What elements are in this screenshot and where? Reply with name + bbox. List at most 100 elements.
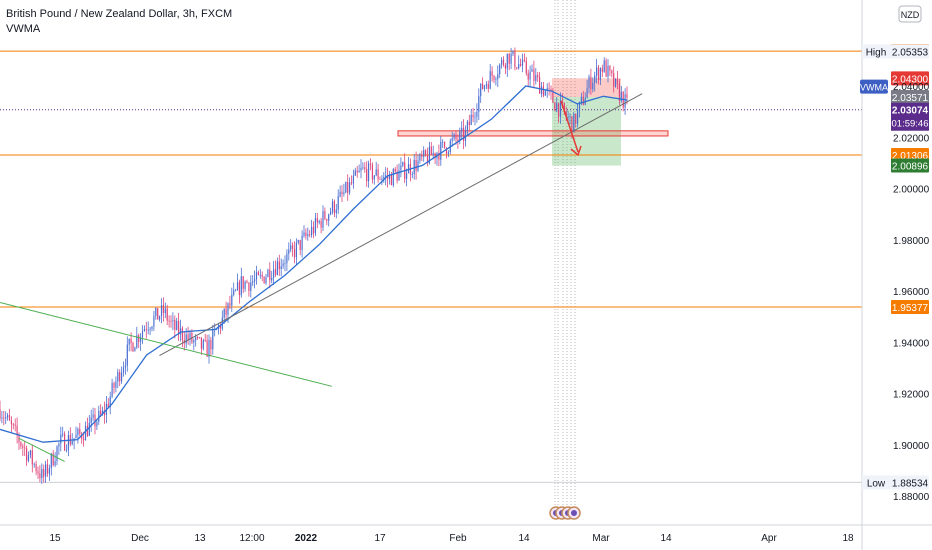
candle-body — [339, 191, 341, 197]
candle-body — [597, 67, 600, 80]
candle-body — [263, 276, 265, 284]
candle-body — [330, 211, 332, 215]
position-price-tag-bg — [891, 89, 929, 104]
candle-body — [124, 365, 126, 368]
candle-body — [225, 308, 227, 315]
x-tick-label: Apr — [761, 533, 777, 544]
candle-body — [548, 88, 550, 90]
candle-body — [238, 282, 240, 296]
candle-body — [273, 269, 275, 278]
candle-body — [248, 282, 250, 291]
candle-body — [445, 147, 448, 154]
candle-body — [178, 320, 180, 335]
x-tick-label: Feb — [449, 533, 467, 544]
candle-body — [77, 429, 79, 435]
candle-body — [305, 232, 307, 237]
y-tick-label: 1.96000 — [893, 287, 930, 298]
candle-body — [531, 69, 533, 72]
candle-body — [117, 372, 119, 382]
candle-body — [29, 450, 31, 456]
candle-body — [453, 134, 455, 139]
position-price-tag: 2.03571 — [891, 89, 929, 104]
candle-body — [132, 343, 134, 352]
candle-body — [141, 331, 144, 338]
candle-body — [102, 410, 104, 415]
candle-body — [122, 367, 125, 373]
candle-body — [463, 127, 465, 141]
vwma-tag-text: VWMA — [860, 83, 888, 93]
candle-body — [259, 274, 261, 276]
candle-body — [115, 381, 117, 388]
candle-body — [216, 329, 218, 331]
candle-body — [369, 163, 372, 165]
candle-body — [385, 175, 387, 177]
trendline — [159, 93, 643, 357]
y-tick-label: 1.98000 — [893, 236, 930, 247]
vwma-line — [0, 85, 628, 443]
extreme-price-tag-text: 1.88534 — [892, 478, 929, 489]
candle-body — [159, 316, 161, 320]
candle-body — [98, 410, 100, 422]
candle-body — [219, 325, 221, 329]
candle-body — [250, 282, 252, 291]
x-tick-label: 14 — [518, 533, 530, 544]
candle-body — [58, 443, 60, 447]
candle-body — [447, 152, 449, 154]
candle-body — [126, 344, 128, 366]
candle-body — [516, 67, 518, 69]
candle-body — [67, 435, 69, 450]
candle-body — [626, 94, 628, 98]
stop-loss-zone — [552, 78, 621, 97]
extreme-caption: Low — [867, 478, 886, 489]
candle-body — [290, 245, 292, 250]
extreme-caption: High — [866, 47, 887, 58]
candle-body — [147, 329, 149, 331]
position-price-tag-text: 2.04300 — [892, 74, 929, 85]
candle-body — [320, 221, 322, 228]
candle-body — [615, 78, 617, 87]
candle-body — [512, 50, 514, 54]
candle-body — [100, 410, 102, 415]
candle-body — [466, 121, 468, 131]
candle-body — [265, 276, 267, 284]
candle-body — [153, 316, 155, 327]
candle-body — [62, 433, 64, 435]
candle-body — [609, 65, 611, 71]
position-price-tag-text: 2.03571 — [892, 93, 929, 104]
candle-body — [575, 113, 577, 124]
candle-body — [174, 319, 176, 330]
candle-body — [499, 64, 501, 75]
candle-body — [421, 154, 423, 157]
level-price-tag: 1.95377 — [891, 299, 929, 314]
candle-body — [92, 414, 94, 418]
candle-body — [94, 414, 96, 427]
candle-body — [10, 420, 12, 424]
candle-body — [244, 281, 246, 289]
candle-body — [539, 77, 541, 94]
candle-body — [109, 396, 111, 408]
candle-body — [164, 308, 166, 313]
candle-body — [544, 90, 546, 96]
candle-body — [223, 308, 225, 318]
candle-body — [419, 154, 421, 161]
candle-body — [569, 116, 571, 118]
x-tick-label: 17 — [374, 533, 386, 544]
candle-body — [527, 73, 529, 80]
candle-body — [411, 174, 413, 175]
candle-body — [502, 59, 505, 65]
candle-body — [240, 276, 242, 296]
candle-body — [343, 192, 345, 194]
candle-body — [288, 249, 290, 254]
candle-body — [318, 221, 320, 223]
candle-body — [33, 463, 35, 465]
candle-body — [172, 319, 174, 322]
candle-body — [333, 201, 335, 214]
candle-body — [274, 269, 277, 276]
candle-body — [71, 441, 73, 445]
y-tick-label: 1.90000 — [893, 441, 930, 452]
candle-body — [261, 274, 263, 277]
candle-body — [588, 76, 590, 89]
countdown-text: 01:59:46 — [892, 119, 929, 130]
candle-body — [349, 182, 351, 193]
